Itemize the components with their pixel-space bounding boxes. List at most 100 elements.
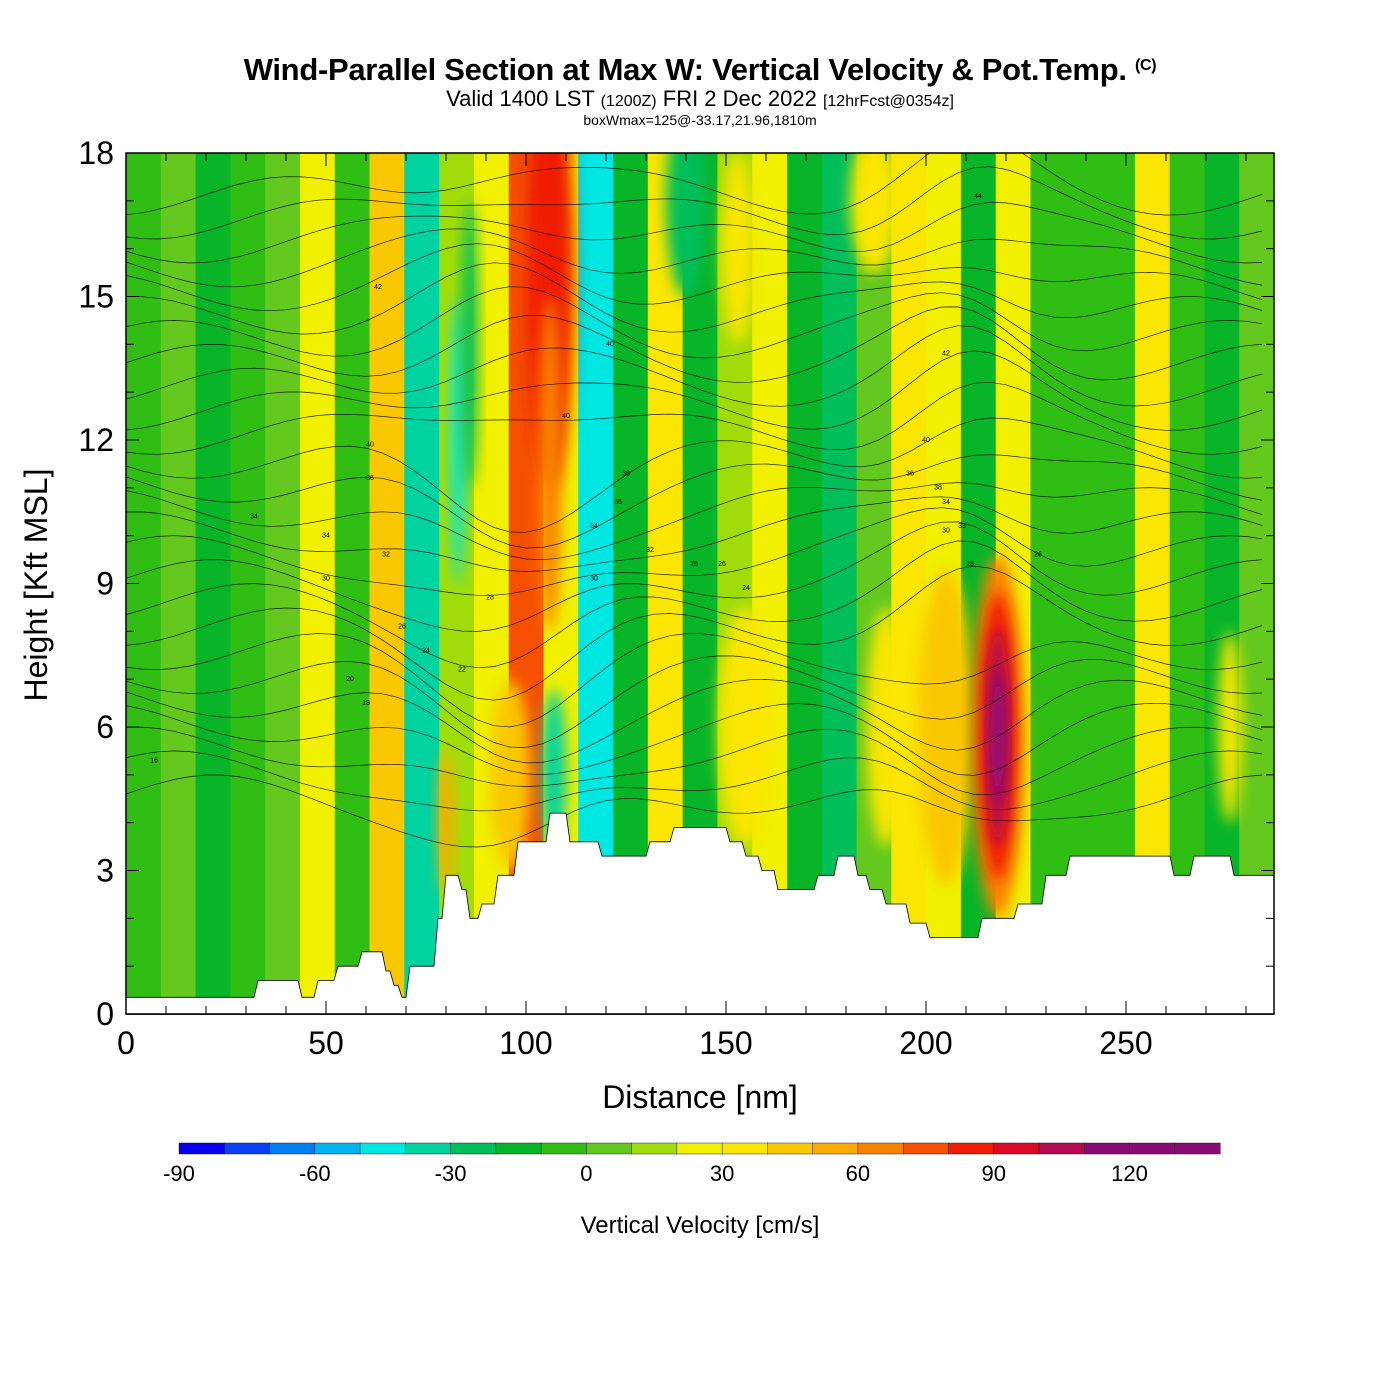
isentrope-line — [126, 454, 1263, 549]
velocity-core — [462, 200, 478, 488]
axis-ticks — [125, 152, 1274, 1015]
velocity-core — [850, 153, 898, 273]
isentrope-label: 40 — [922, 437, 930, 444]
isentrope-label: 24 — [422, 647, 430, 654]
velocity-band — [299, 153, 336, 1014]
velocity-band — [265, 153, 301, 1014]
x-axis-label: Distance [nm] — [602, 1079, 798, 1115]
isentrope-label: 30 — [322, 576, 330, 583]
y-tick-label: 15 — [78, 279, 114, 315]
colorbar-tick-label: 120 — [1111, 1161, 1148, 1186]
y-tick-label: 3 — [96, 853, 114, 889]
isentrope-label: 36 — [614, 499, 622, 506]
x-tick-label: 250 — [1099, 1025, 1152, 1061]
velocity-core — [450, 296, 466, 584]
isentrope-label: 38 — [934, 485, 942, 492]
isentrope-label: 22 — [458, 666, 466, 673]
colorbar-tick-label: -30 — [435, 1161, 467, 1186]
isentrope-label: 40 — [606, 341, 614, 348]
chart-title: Wind-Parallel Section at Max W: Vertical… — [243, 52, 1157, 87]
velocity-band — [473, 153, 510, 1014]
isentrope-line — [126, 262, 1263, 335]
plot-area: 16 18 20 22 24 26 28 30 32 34 34 36 40 42 40 40 38 36 34 32… — [125, 152, 1275, 1015]
colorbar-swatch — [495, 1142, 542, 1155]
velocity-band — [856, 153, 892, 1014]
isentrope-label: 40 — [366, 442, 374, 449]
colorbar-title: Vertical Velocity [cm/s] — [581, 1212, 820, 1239]
isentrope-label: 42 — [942, 351, 950, 358]
colorbar-swatch — [993, 1142, 1040, 1155]
isentrope-label: 20 — [346, 676, 354, 683]
isentrope-line — [126, 325, 1263, 407]
colorbar-swatch — [314, 1142, 361, 1155]
colorbar-swatch — [721, 1142, 768, 1155]
velocity-core — [866, 607, 906, 847]
colorbar-swatch — [405, 1142, 452, 1155]
colorbar-swatch — [450, 1142, 497, 1155]
colorbar-swatch — [540, 1142, 587, 1155]
colorbar-swatch — [767, 1142, 814, 1155]
isentrope-line — [126, 507, 1263, 596]
isentrope-labels: 16 18 20 22 24 26 28 30 32 34 34 36 40 42 40 40 38 36 34 32… — [150, 193, 1042, 764]
colorbar-swatch — [1084, 1142, 1130, 1155]
colorbar-swatch — [812, 1142, 859, 1155]
x-tick-label: 100 — [499, 1025, 552, 1061]
y-axis-tick-labels: 0 3 6 9 12 15 18 — [78, 135, 114, 1032]
isentrope-line — [126, 655, 1263, 748]
colorbar-tick-label: 30 — [710, 1161, 734, 1186]
isentrope-line — [126, 679, 1263, 764]
isentrope-line — [126, 482, 1263, 561]
velocity-core — [1218, 631, 1242, 823]
velocity-core — [490, 679, 530, 871]
isentrope-label: 34 — [322, 533, 330, 540]
velocity-band — [160, 153, 197, 1014]
isentrope-label: 28 — [486, 595, 494, 602]
colorbar-swatch — [948, 1142, 995, 1155]
isentrope-line — [126, 496, 1263, 572]
velocity-band — [195, 153, 231, 1014]
isentrope-label: 26 — [398, 623, 406, 630]
colorbar-swatch — [676, 1142, 723, 1155]
velocity-band — [334, 153, 371, 1014]
isentrope-label: 34 — [942, 499, 950, 506]
isentrope-line — [126, 166, 1263, 240]
colorbar-tick-label: -90 — [163, 1161, 195, 1186]
velocity-core — [722, 153, 754, 345]
y-axis-label: Height [Kft MSL] — [18, 469, 54, 702]
colorbar-swatches — [178, 1142, 1221, 1155]
velocity-core — [918, 569, 974, 885]
y-tick-label: 0 — [96, 996, 114, 1032]
colorbar-tick-labels: -90 -60 -30 0 30 60 90 120 — [163, 1161, 1148, 1186]
y-tick-label: 6 — [96, 709, 114, 745]
y-tick-label: 12 — [78, 422, 114, 458]
isentrope-line — [126, 286, 1263, 359]
isentrope-line — [126, 228, 1263, 288]
isentrope-line — [126, 633, 1263, 728]
isentrope-line — [126, 702, 1263, 776]
isentrope-label: 32 — [646, 547, 654, 554]
velocity-core — [718, 607, 774, 847]
isentrope-label: 34 — [590, 523, 598, 530]
isentrope-label: 38 — [622, 470, 630, 477]
colorbar-tick-label: 90 — [981, 1161, 1005, 1186]
isentrope-label: 40 — [562, 413, 570, 420]
isentrope-label: 30 — [590, 576, 598, 583]
colorbar-swatch — [1174, 1142, 1221, 1155]
valid-time: Valid 1400 LST (1200Z) FRI 2 Dec 2022 [1… — [446, 86, 954, 111]
colorbar-swatch — [902, 1142, 949, 1155]
isentrope-line — [126, 750, 1263, 812]
isentrope-line — [126, 565, 1263, 701]
potential-temperature-contours — [126, 153, 1263, 848]
isentrope-label: 30 — [942, 528, 950, 535]
colorbar-tick-label: -60 — [299, 1161, 331, 1186]
isentrope-label: 32 — [382, 552, 390, 559]
isentrope-label: 34 — [250, 513, 258, 520]
colorbar: -90 -60 -30 0 30 60 90 120 — [163, 1142, 1221, 1186]
isentrope-label: 16 — [150, 757, 158, 764]
colorbar-swatch — [269, 1142, 316, 1155]
isentrope-label: 36 — [366, 475, 374, 482]
isentrope-label: 28 — [966, 561, 974, 568]
isentrope-label: 42 — [374, 284, 382, 291]
velocity-band — [891, 153, 927, 1014]
